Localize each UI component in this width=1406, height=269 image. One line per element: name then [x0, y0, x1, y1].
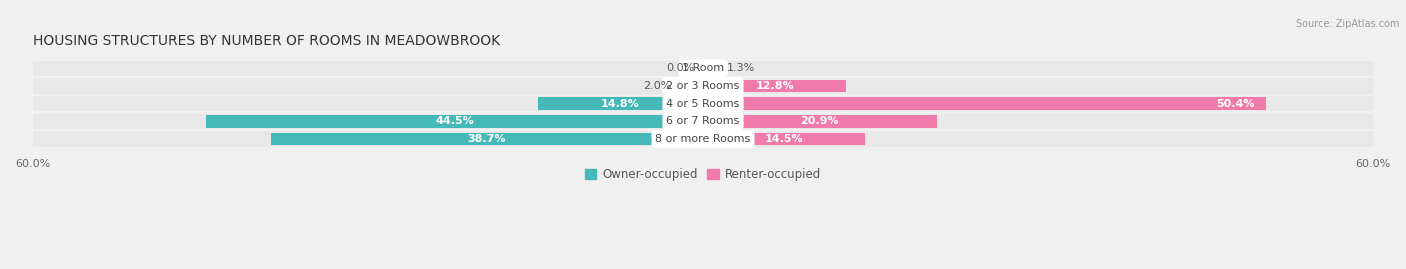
Bar	[32, 114, 1374, 129]
Bar	[703, 133, 865, 145]
Legend: Owner-occupied, Renter-occupied: Owner-occupied, Renter-occupied	[579, 163, 827, 186]
Text: 2 or 3 Rooms: 2 or 3 Rooms	[666, 81, 740, 91]
Text: 1 Room: 1 Room	[682, 63, 724, 73]
Text: 12.8%: 12.8%	[755, 81, 794, 91]
Bar	[681, 80, 703, 92]
Bar	[32, 61, 1374, 76]
Text: 44.5%: 44.5%	[434, 116, 474, 126]
Text: HOUSING STRUCTURES BY NUMBER OF ROOMS IN MEADOWBROOK: HOUSING STRUCTURES BY NUMBER OF ROOMS IN…	[32, 34, 499, 48]
Bar	[703, 62, 717, 75]
Text: Source: ZipAtlas.com: Source: ZipAtlas.com	[1295, 19, 1399, 29]
Text: 0.0%: 0.0%	[666, 63, 695, 73]
Text: 20.9%: 20.9%	[800, 116, 839, 126]
Text: 14.8%: 14.8%	[600, 99, 640, 109]
Bar	[703, 97, 1267, 110]
Bar	[703, 80, 846, 92]
Bar	[205, 115, 703, 128]
Text: 6 or 7 Rooms: 6 or 7 Rooms	[666, 116, 740, 126]
Bar	[703, 115, 936, 128]
Bar	[270, 133, 703, 145]
Text: 2.0%: 2.0%	[644, 81, 672, 91]
Text: 14.5%: 14.5%	[765, 134, 803, 144]
Bar	[32, 131, 1374, 147]
Text: 4 or 5 Rooms: 4 or 5 Rooms	[666, 99, 740, 109]
Text: 50.4%: 50.4%	[1216, 99, 1256, 109]
Bar	[537, 97, 703, 110]
Text: 1.3%: 1.3%	[727, 63, 755, 73]
Bar	[32, 78, 1374, 94]
Text: 8 or more Rooms: 8 or more Rooms	[655, 134, 751, 144]
Text: 38.7%: 38.7%	[468, 134, 506, 144]
Bar	[32, 96, 1374, 111]
